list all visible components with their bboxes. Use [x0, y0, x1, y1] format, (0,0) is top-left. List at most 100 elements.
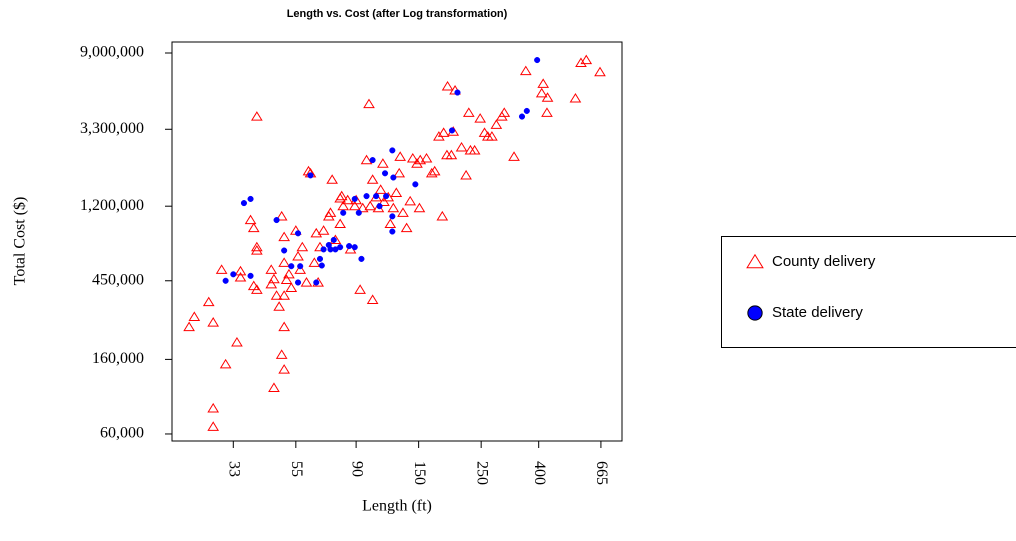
point — [313, 279, 320, 286]
point — [310, 227, 323, 238]
point — [296, 241, 309, 252]
point — [275, 349, 288, 359]
point — [281, 247, 288, 254]
y-tick-label: 1,200,000 — [80, 197, 144, 214]
point — [575, 57, 587, 68]
point — [366, 174, 379, 184]
point — [387, 202, 400, 213]
point — [441, 80, 454, 91]
point — [188, 311, 201, 321]
x-tick-label: 665 — [593, 461, 610, 485]
point — [490, 119, 503, 129]
point — [394, 151, 407, 161]
point — [278, 231, 291, 242]
point — [356, 202, 369, 213]
y-tick-label: 160,000 — [92, 350, 144, 367]
point — [215, 264, 228, 274]
point — [358, 255, 365, 262]
point — [300, 277, 313, 287]
point — [335, 190, 348, 201]
point — [244, 214, 257, 225]
point — [508, 151, 520, 161]
point — [486, 131, 498, 141]
point — [283, 268, 295, 279]
point — [351, 195, 358, 202]
point — [428, 165, 441, 176]
y-tick-label: 450,000 — [92, 271, 144, 288]
point — [412, 181, 419, 188]
point — [523, 107, 530, 114]
point — [369, 157, 376, 164]
point — [373, 193, 380, 200]
point — [436, 210, 449, 221]
point — [219, 358, 232, 369]
point — [535, 87, 548, 98]
point — [537, 78, 550, 88]
point — [275, 210, 288, 221]
point — [234, 265, 247, 276]
point — [316, 255, 324, 262]
x-axis-label: Length (ft) — [362, 498, 432, 515]
point — [326, 174, 338, 184]
point — [247, 195, 254, 202]
point — [437, 127, 450, 137]
point — [346, 243, 353, 250]
point — [294, 230, 302, 237]
point — [569, 92, 582, 103]
point — [340, 209, 347, 216]
point — [355, 209, 362, 216]
y-tick-label: 60,000 — [100, 425, 144, 442]
point — [202, 296, 215, 307]
point — [366, 294, 379, 304]
point — [354, 284, 366, 294]
point — [297, 263, 304, 270]
x-tick-label: 90 — [348, 461, 365, 477]
point — [207, 421, 220, 431]
point — [317, 225, 330, 235]
point — [268, 273, 280, 284]
plot-frame — [171, 41, 623, 442]
point — [341, 194, 354, 205]
point — [448, 127, 456, 134]
point — [230, 271, 237, 278]
point — [278, 290, 291, 300]
point — [534, 57, 541, 64]
point — [389, 228, 396, 235]
point — [183, 321, 195, 332]
point — [320, 246, 327, 253]
point — [460, 169, 472, 180]
point — [337, 244, 344, 251]
point — [478, 127, 491, 137]
y-tick-label: 9,000,000 — [80, 44, 144, 61]
point — [468, 144, 481, 155]
legend-symbol — [746, 253, 764, 269]
point — [363, 193, 370, 200]
point — [307, 172, 314, 179]
legend-label: State delivery — [772, 304, 863, 321]
point — [580, 54, 593, 65]
point — [280, 274, 293, 285]
point — [390, 174, 397, 181]
point — [425, 167, 438, 178]
y-tick-label: 3,300,000 — [80, 120, 144, 137]
point — [330, 236, 337, 243]
point — [454, 89, 461, 96]
point — [251, 245, 263, 255]
point — [251, 241, 263, 252]
point — [251, 111, 263, 121]
point — [445, 149, 458, 160]
point — [247, 272, 254, 279]
point — [270, 290, 283, 300]
point — [285, 282, 298, 292]
point — [222, 277, 229, 284]
point — [420, 152, 433, 163]
point — [294, 279, 302, 286]
point — [278, 364, 291, 374]
point — [334, 218, 346, 229]
x-tick-label: 250 — [473, 461, 490, 485]
point — [251, 284, 263, 294]
point — [207, 317, 220, 327]
point — [541, 107, 553, 117]
point — [455, 141, 468, 152]
